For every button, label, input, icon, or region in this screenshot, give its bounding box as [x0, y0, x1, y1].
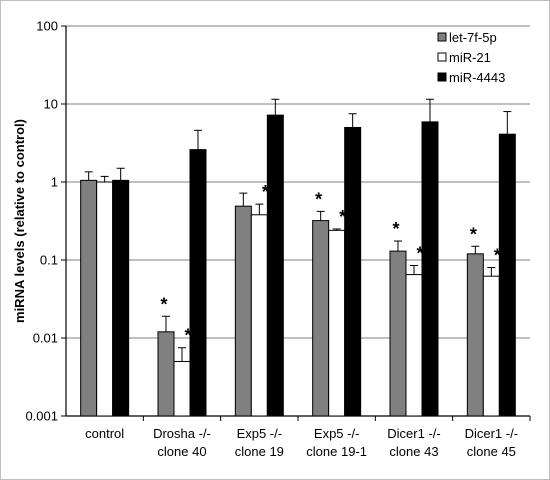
significance-star: *: [494, 246, 501, 266]
bar-miR-21: [405, 274, 423, 417]
category-label: clone 19: [235, 444, 284, 459]
significance-star: *: [470, 224, 477, 244]
category-label: Dicer1 -/-: [465, 426, 518, 441]
legend-label: let-7f-5p: [449, 30, 497, 45]
legend-label: miR-4443: [449, 70, 505, 85]
y-axis-label: miRNA levels (relative to control): [12, 119, 27, 323]
bar-miR-21: [328, 229, 346, 417]
y-tick-label: 10: [44, 97, 58, 112]
significance-star: *: [315, 189, 322, 209]
bar-miR-4443: [344, 126, 362, 417]
significance-star: *: [392, 219, 399, 239]
bar-miR-21: [173, 360, 191, 417]
bar-let-7f-5p: [234, 205, 252, 417]
bar-miR-4443: [112, 179, 130, 417]
bar-miR-21: [482, 275, 500, 417]
category-label: clone 45: [467, 444, 516, 459]
category-label: Dicer1 -/-: [387, 426, 440, 441]
legend-label: miR-21: [449, 50, 491, 65]
bar-miR-4443: [266, 114, 284, 417]
category-label: Exp5 -/-: [314, 426, 360, 441]
y-tick-label: 1: [51, 175, 58, 190]
category-label: Drosha -/-: [153, 426, 211, 441]
legend-swatch: [437, 52, 447, 62]
y-tick-label: 100: [36, 19, 58, 34]
bar-miR-4443: [498, 133, 516, 417]
bar-miR-4443: [421, 121, 439, 417]
y-tick-label: 0.1: [40, 253, 58, 268]
bar-let-7f-5p: [389, 250, 407, 417]
bar-let-7f-5p: [466, 253, 484, 417]
bar-let-7f-5p: [312, 220, 330, 417]
significance-star: *: [262, 182, 269, 202]
bar-miR-4443: [189, 149, 207, 417]
y-tick-label: 0.01: [33, 331, 58, 346]
significance-star: *: [184, 326, 191, 346]
bar-miR-21: [96, 181, 114, 417]
y-tick-label: 0.001: [25, 409, 58, 424]
bar-let-7f-5p: [80, 179, 98, 417]
category-label: clone 40: [157, 444, 206, 459]
category-label: clone 43: [389, 444, 438, 459]
category-label: control: [85, 426, 124, 441]
category-label: clone 19-1: [306, 444, 367, 459]
legend-swatch: [437, 32, 447, 42]
legend-swatch: [437, 72, 447, 82]
category-label: Exp5 -/-: [237, 426, 283, 441]
significance-star: *: [339, 207, 346, 227]
significance-star: *: [160, 294, 167, 314]
bar-miR-21: [250, 214, 268, 417]
bar-let-7f-5p: [157, 331, 175, 417]
significance-star: *: [416, 244, 423, 264]
